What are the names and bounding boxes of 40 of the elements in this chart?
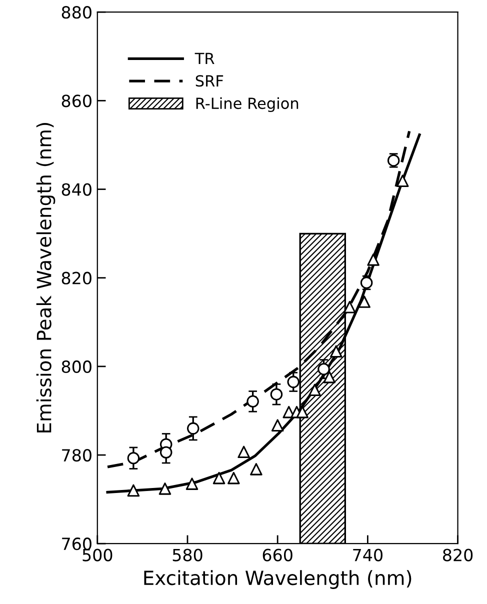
point bbox=[367, 254, 380, 266]
y-tick-label: 880 bbox=[62, 6, 92, 19]
point bbox=[127, 484, 140, 497]
point bbox=[323, 370, 336, 384]
y-axis-title: Emission Peak Wavelength (nm) bbox=[36, 123, 56, 432]
point bbox=[250, 463, 262, 476]
point bbox=[158, 482, 172, 495]
y-tick-label: 800 bbox=[62, 360, 92, 373]
legend-label: SRF bbox=[196, 75, 224, 87]
point bbox=[186, 478, 198, 490]
point bbox=[358, 296, 370, 308]
point bbox=[396, 174, 409, 187]
point bbox=[296, 406, 309, 418]
point bbox=[271, 419, 284, 432]
y-tick-label: 760 bbox=[62, 538, 92, 550]
point bbox=[212, 472, 226, 484]
y-tick-label: 860 bbox=[62, 94, 92, 108]
y-tick-label: 840 bbox=[62, 183, 92, 196]
y-tick-label: 780 bbox=[62, 448, 92, 462]
point bbox=[238, 446, 250, 458]
point bbox=[318, 362, 330, 376]
x-axis-title: Excitation Wavelength (nm) bbox=[144, 570, 412, 589]
legend-label: TR bbox=[194, 52, 214, 64]
x-tick-label: 820 bbox=[443, 548, 473, 562]
y-tick-label: 820 bbox=[62, 272, 92, 284]
point bbox=[246, 395, 259, 408]
x-tick-label: 740 bbox=[353, 548, 382, 562]
point bbox=[308, 384, 321, 396]
point bbox=[344, 300, 356, 314]
x-tick-label: 580 bbox=[172, 548, 202, 562]
point bbox=[186, 422, 200, 435]
point bbox=[287, 376, 300, 388]
point bbox=[127, 452, 140, 464]
x-tick-label: 660 bbox=[262, 548, 292, 562]
point bbox=[160, 446, 172, 458]
point bbox=[228, 472, 240, 484]
x-tick-label: 500 bbox=[82, 548, 112, 562]
point bbox=[330, 345, 342, 358]
legend-label: R-Line Region bbox=[196, 97, 298, 112]
point bbox=[270, 388, 283, 400]
